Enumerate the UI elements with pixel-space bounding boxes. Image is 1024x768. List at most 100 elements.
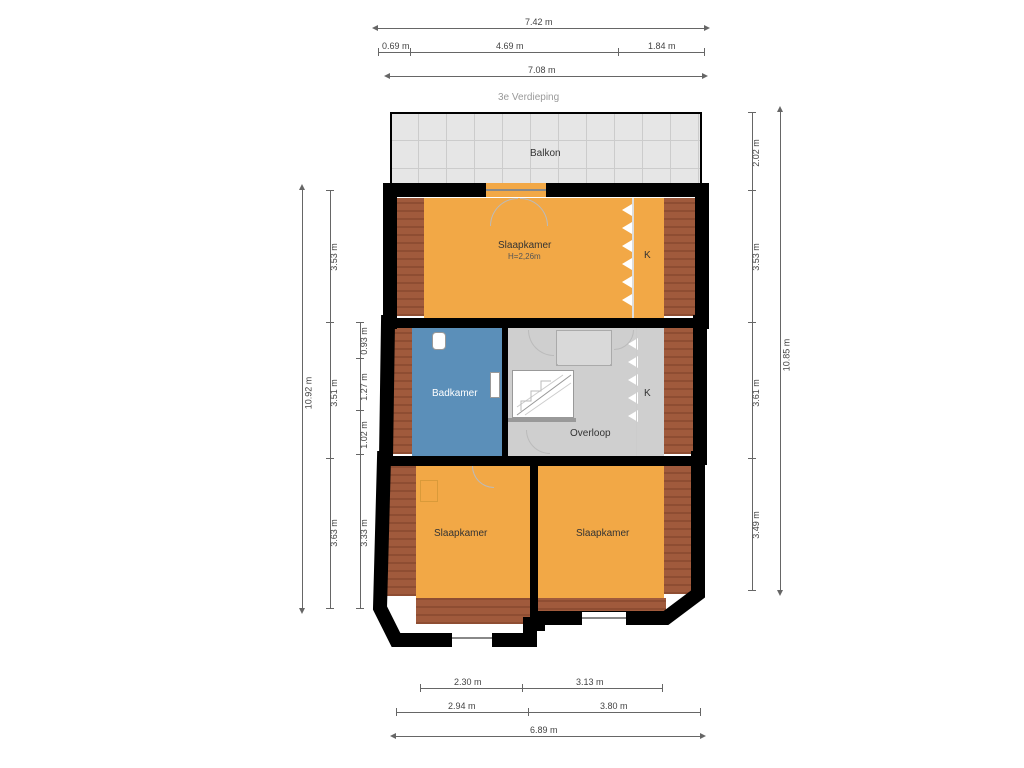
dim-bot-in2: 3.13 m [576, 677, 604, 687]
dim-right-seg1: 3.53 m [751, 243, 761, 271]
arrow-icon [704, 25, 710, 31]
arrow-icon [299, 608, 305, 614]
dim-left-seg1: 3.53 m [329, 243, 339, 271]
floorplan-canvas: 3e Verdieping 7.42 m 0.69 m 4.69 m 1.84 … [0, 0, 1024, 768]
dim-right-seg3: 3.49 m [751, 511, 761, 539]
dim-left-outer: 10.92 m [303, 377, 313, 410]
dim-tick [704, 48, 705, 56]
dim-tick [522, 684, 523, 692]
roof-left-3 [380, 466, 416, 596]
label-balkon: Balkon [530, 148, 561, 159]
label-k1: K [644, 250, 651, 261]
roof-right-3 [664, 466, 698, 594]
dim-right-seg0: 2.02 m [751, 139, 761, 167]
dim-tick [410, 48, 411, 56]
label-badkamer: Badkamer [432, 388, 478, 399]
dim-top-seg2: 4.69 m [496, 41, 524, 51]
label-slaapkamer-top: Slaapkamer [498, 240, 551, 251]
dim-top-outer: 7.42 m [525, 17, 553, 27]
arrow-icon [777, 106, 783, 112]
dim-bot-mid1: 2.94 m [448, 701, 476, 711]
dim-left-inner2: 1.27 m [359, 373, 369, 401]
arrow-icon [384, 73, 390, 79]
dim-tick [748, 190, 756, 191]
closet-triangles [622, 204, 632, 306]
label-slaapkamer-br: Slaapkamer [576, 528, 629, 539]
label-overloop: Overloop [570, 428, 611, 439]
roof-right-1 [664, 198, 702, 316]
dim-bot-outer-line [396, 736, 700, 737]
dim-top-seg1: 0.69 m [382, 41, 410, 51]
dim-top-outer-line [378, 28, 704, 29]
roof-right-2 [664, 326, 700, 454]
floor-title: 3e Verdieping [498, 92, 559, 103]
dim-tick [748, 322, 756, 323]
wall-horiz-1 [384, 318, 702, 328]
closet-line-2 [636, 328, 637, 456]
dim-top-seg3: 1.84 m [648, 41, 676, 51]
dim-tick [356, 454, 364, 455]
wall [390, 112, 392, 190]
dim-tick [356, 410, 364, 411]
wall-stair-base [508, 418, 576, 422]
dim-bot-mid-line [396, 712, 700, 713]
wall [700, 112, 702, 190]
arrow-icon [299, 184, 305, 190]
dim-tick [356, 358, 364, 359]
dim-tick [748, 590, 756, 591]
dim-tick [618, 48, 619, 56]
roof-bottom-left [416, 598, 530, 624]
dim-left-inner3: 1.02 m [359, 421, 369, 449]
dim-tick [748, 458, 756, 459]
dim-tick [396, 708, 397, 716]
dim-right-outer: 10.85 m [781, 339, 791, 372]
dim-top-inner-line [390, 76, 702, 77]
dim-left-inner-line [360, 322, 361, 608]
wall-horiz-2 [380, 456, 700, 466]
arrow-icon [700, 733, 706, 739]
dim-bot-in1: 2.30 m [454, 677, 482, 687]
dim-tick [356, 322, 364, 323]
roof-bottom-right [538, 598, 666, 618]
dim-top-seg-line [378, 52, 704, 53]
label-k2: K [644, 388, 651, 399]
wall-vert-bottom [530, 466, 538, 624]
dim-left-inner4: 3.33 m [359, 519, 369, 547]
dim-tick [378, 48, 379, 56]
toilet-icon [432, 332, 446, 350]
arrow-icon [777, 590, 783, 596]
label-slaapkamer-bl: Slaapkamer [434, 528, 487, 539]
furniture-icon [420, 480, 438, 502]
sink-icon [490, 372, 500, 398]
dim-left-inner1: 0.93 m [359, 327, 369, 355]
dim-top-inner: 7.08 m [528, 65, 556, 75]
staircase [512, 370, 574, 418]
roof-left-1 [388, 198, 424, 316]
dim-right-seg2: 3.61 m [751, 379, 761, 407]
arrow-icon [702, 73, 708, 79]
dim-tick [326, 608, 334, 609]
dim-left-seg2: 3.51 m [329, 379, 339, 407]
dim-tick [700, 708, 701, 716]
dim-tick [528, 708, 529, 716]
stair-icon [513, 371, 575, 419]
dim-bot-mid2: 3.80 m [600, 701, 628, 711]
wall [390, 112, 702, 114]
dim-tick [420, 684, 421, 692]
label-slaapkamer-top-h: H=2,26m [508, 252, 541, 261]
dim-tick [748, 112, 756, 113]
dim-left-seg3: 3.63 m [329, 519, 339, 547]
closet-line [632, 198, 634, 318]
dim-tick [326, 190, 334, 191]
dim-tick [356, 608, 364, 609]
arrow-icon [372, 25, 378, 31]
dim-tick [326, 458, 334, 459]
dim-bot-outer: 6.89 m [530, 725, 558, 735]
dim-bot-in-line [420, 688, 662, 689]
roof-left-2 [384, 326, 412, 454]
closet-hatch [556, 330, 612, 366]
arrow-icon [390, 733, 396, 739]
wall-vert-mid [502, 328, 508, 456]
dim-tick [662, 684, 663, 692]
dim-tick [326, 322, 334, 323]
